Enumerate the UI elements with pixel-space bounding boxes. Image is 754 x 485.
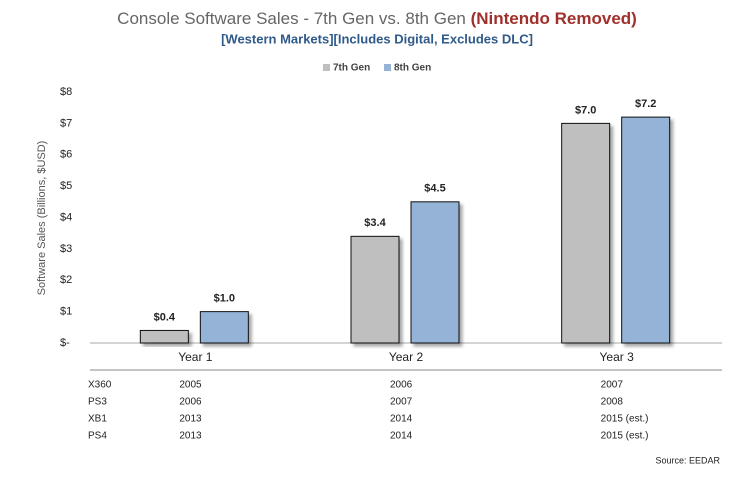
- y-tick-label: $2: [60, 274, 72, 286]
- table-cell: 2005: [179, 380, 202, 391]
- table-cell: 2007: [601, 380, 624, 391]
- title-note: (Nintendo Removed): [471, 9, 637, 28]
- bar: [139, 329, 189, 344]
- table-cell: 2013: [179, 414, 202, 425]
- table-cell: 2013: [179, 431, 202, 442]
- value-label: $1.0: [214, 293, 235, 305]
- table-cell: X360: [88, 380, 112, 391]
- x-tick-label: Year 2: [389, 350, 424, 364]
- bar: [410, 201, 460, 344]
- source: Source: EEDAR: [655, 455, 720, 465]
- legend-swatch: [384, 64, 391, 71]
- y-tick-label: $1: [60, 306, 72, 318]
- value-label: $7.0: [575, 104, 596, 116]
- table-cell: XB1: [88, 414, 107, 425]
- value-label: $0.4: [154, 311, 176, 323]
- y-tick-label: $5: [60, 180, 72, 192]
- x-tick-label: Year 3: [600, 350, 635, 364]
- y-tick-label: $4: [60, 211, 72, 223]
- table-cell: 2007: [390, 397, 413, 408]
- y-tick-label: $6: [60, 149, 72, 161]
- x-tick-label: Year 1: [178, 350, 213, 364]
- y-tick-label: $8: [60, 86, 72, 98]
- table-cell: PS3: [88, 397, 107, 408]
- table-cell: 2008: [601, 397, 624, 408]
- y-tick-label: $3: [60, 243, 72, 255]
- subtitle: [Western Markets][Includes Digital, Excl…: [221, 31, 533, 46]
- chart-title: Console Software Sales - 7th Gen vs. 8th…: [117, 9, 637, 28]
- table-cell: PS4: [88, 431, 107, 442]
- title-main: Console Software Sales - 7th Gen vs. 8th…: [117, 9, 466, 28]
- table-cell: 2006: [390, 380, 413, 391]
- bar: [350, 235, 400, 344]
- bar: [621, 116, 671, 344]
- legend-label: 8th Gen: [394, 63, 431, 74]
- bar: [199, 311, 249, 344]
- table-cell: 2006: [179, 397, 202, 408]
- bar: [561, 122, 611, 344]
- legend-label: 7th Gen: [333, 63, 370, 74]
- value-label: $7.2: [635, 98, 656, 110]
- legend-swatch: [323, 64, 330, 71]
- y-tick-label: $7: [60, 117, 72, 129]
- value-label: $4.5: [424, 183, 445, 195]
- table-cell: 2015 (est.): [601, 431, 649, 442]
- table-cell: 2015 (est.): [601, 414, 649, 425]
- y-tick-label: $-: [60, 337, 70, 349]
- table-cell: 2014: [390, 431, 413, 442]
- table-cell: 2014: [390, 414, 413, 425]
- y-axis-label: Software Sales (Billions, $USD): [36, 141, 48, 296]
- value-label: $3.4: [364, 217, 386, 229]
